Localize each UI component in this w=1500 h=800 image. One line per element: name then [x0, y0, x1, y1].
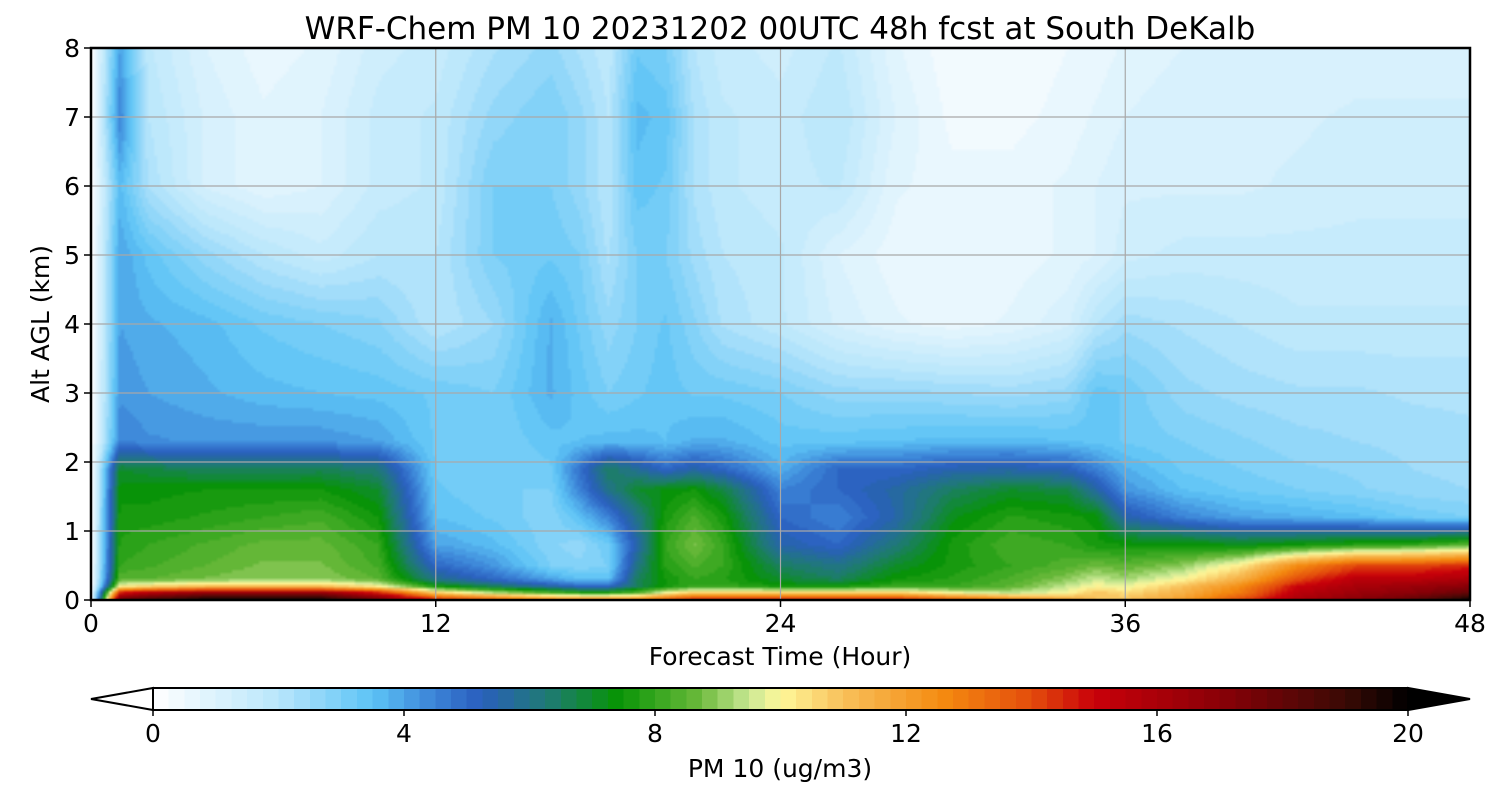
y-tick-label: 8 [64, 34, 80, 63]
x-tick-label: 36 [1109, 609, 1141, 638]
colorbar-ticks: 0 4 8 12 16 20 [145, 710, 1424, 748]
colorbar-gradient [152, 687, 1409, 711]
chart-title: WRF-Chem PM 10 20231202 00UTC 48h fcst a… [305, 11, 1256, 47]
colorbar-tick-label: 20 [1392, 719, 1424, 748]
colorbar-tick-label: 4 [396, 719, 412, 748]
x-tick-label: 24 [765, 609, 797, 638]
y-tick-label: 2 [64, 448, 80, 477]
y-axis: 0 1 2 3 4 5 6 7 8 [64, 34, 91, 615]
colorbar-over-triangle [1407, 686, 1471, 712]
colorbar: 0 4 8 12 16 20 [90, 686, 1471, 748]
y-tick-label: 0 [64, 586, 80, 615]
y-axis-label: Alt AGL (km) [26, 245, 55, 403]
y-tick-label: 7 [64, 103, 80, 132]
x-tick-label: 0 [83, 609, 99, 638]
colorbar-under-triangle [90, 686, 154, 712]
x-tick-label: 48 [1454, 609, 1486, 638]
colorbar-tick-label: 16 [1141, 719, 1173, 748]
x-axis-label: Forecast Time (Hour) [649, 642, 912, 671]
x-axis: 0 12 24 36 48 [83, 600, 1486, 638]
colorbar-tick-label: 0 [145, 719, 161, 748]
y-tick-label: 4 [64, 310, 80, 339]
colorbar-label: PM 10 (ug/m3) [688, 754, 872, 783]
y-tick-label: 3 [64, 379, 80, 408]
y-tick-label: 1 [64, 517, 80, 546]
x-tick-label: 12 [420, 609, 452, 638]
y-tick-label: 6 [64, 172, 80, 201]
colorbar-tick-label: 12 [890, 719, 922, 748]
colorbar-tick-label: 8 [647, 719, 663, 748]
y-tick-label: 5 [64, 241, 80, 270]
